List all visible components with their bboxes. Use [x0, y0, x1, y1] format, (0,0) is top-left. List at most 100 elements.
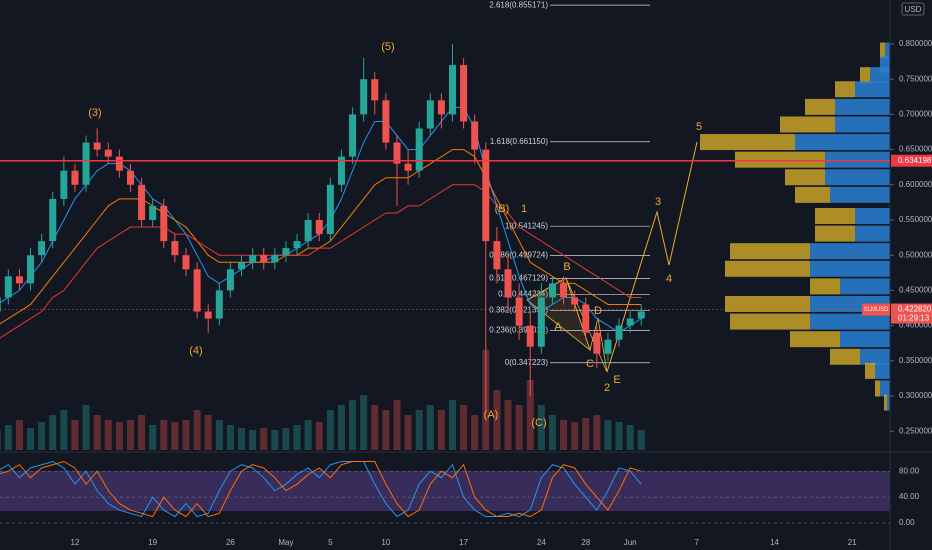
wave-label: 1 [521, 203, 527, 215]
volume-bar [304, 420, 312, 450]
candle-body [182, 255, 190, 270]
volume-bar [49, 415, 57, 450]
profile-up [835, 116, 890, 133]
candle-body [571, 297, 579, 305]
volume-bar [226, 425, 234, 450]
candle-body [604, 339, 612, 354]
profile-down [875, 380, 880, 397]
volume-bar [182, 420, 190, 450]
wave-label: D [594, 305, 602, 317]
annotations: (3) (4) (5) (A) (B) (C) 1 2 3 4 5 A B C D E [88, 41, 702, 429]
volume-bar [393, 400, 401, 450]
candle-body [382, 100, 390, 143]
y-tick-label: 0.650000 [899, 145, 932, 154]
fib-label: 0.618(0.467129) [489, 273, 548, 282]
profile-up [855, 81, 890, 98]
profile-down [815, 207, 855, 224]
x-tick-label: 24 [537, 538, 546, 547]
y-tick-label: 0.450000 [899, 286, 932, 295]
candle-body [582, 304, 590, 333]
volume-bar [604, 420, 612, 450]
oscillator-tick-label: 80.00 [899, 466, 920, 475]
volume-bar [471, 415, 479, 450]
candle-body [626, 318, 634, 326]
volume-bar [60, 410, 68, 450]
candle-body [282, 248, 290, 256]
candle-body [93, 142, 101, 150]
y-tick-label: 0.800000 [899, 39, 932, 48]
candle-body [0, 297, 1, 312]
candle-body [171, 241, 179, 256]
candle-body [560, 283, 568, 298]
moving-average [0, 184, 642, 339]
wave-label: (5) [381, 41, 394, 53]
volume-bar [215, 420, 223, 450]
candle-body [160, 205, 168, 242]
profile-up [840, 331, 890, 348]
volume-bar [382, 410, 390, 450]
profile-down [810, 278, 840, 295]
fib-label: 1(0.541245) [505, 221, 548, 230]
volume-profile [700, 42, 890, 411]
wave-label: (B) [495, 203, 510, 215]
candle-body [415, 128, 423, 171]
y-tick-label: 0.500000 [899, 250, 932, 259]
candle-body [238, 262, 246, 270]
volume-bar [27, 428, 35, 450]
candle-body [126, 170, 134, 185]
volume-bar [637, 430, 645, 450]
price-axis: 80.00 40.00 0.00 0.250000 0.300000 0.350000 0.… [71, 39, 932, 547]
volume-bar [404, 415, 412, 450]
candle-body [404, 163, 412, 171]
profile-down [725, 260, 810, 277]
volume-bar [537, 405, 545, 450]
volume-bar [515, 405, 523, 450]
volume-bar [415, 410, 423, 450]
profile-down [865, 362, 875, 379]
volume-bar [249, 430, 257, 450]
candle-body [593, 332, 601, 354]
price-tag-label: 0.422820 [898, 305, 932, 314]
wave-label: C [586, 358, 594, 370]
y-tick-label: 0.600000 [899, 180, 932, 189]
profile-up [855, 225, 890, 242]
volume-bar [337, 405, 345, 450]
profile-up [880, 56, 890, 73]
symbol-label: XLMUSD [863, 307, 889, 313]
candle-body [304, 220, 312, 242]
candle-body [27, 255, 35, 284]
volume-bar [204, 415, 212, 450]
profile-up [810, 260, 890, 277]
volume-bar [371, 405, 379, 450]
profile-down [790, 331, 840, 348]
wave-label: E [613, 374, 620, 386]
x-tick-label: 10 [381, 538, 390, 547]
oscillator-tick-label: 0.00 [899, 518, 915, 527]
profile-down [830, 348, 860, 365]
x-tick-label: 26 [226, 538, 235, 547]
wave-label: (4) [189, 345, 202, 357]
wave-label: B [563, 261, 570, 273]
x-tick-label: May [278, 538, 293, 547]
price-tag [891, 303, 932, 324]
x-tick-label: 19 [148, 538, 157, 547]
y-tick-label: 0.750000 [899, 74, 932, 83]
oscillator [0, 460, 890, 524]
candle-body [115, 156, 123, 171]
candle-body [260, 255, 268, 263]
wave-label: 5 [696, 121, 702, 133]
volume-bar [349, 400, 357, 450]
y-tick-label: 0.350000 [899, 356, 932, 365]
x-tick-label: Jun [624, 538, 637, 547]
volume-bar [460, 405, 468, 450]
candle-body [337, 156, 345, 185]
profile-up [810, 313, 890, 330]
volume-bar [571, 422, 579, 450]
volume-bar [615, 422, 623, 450]
oscillator-line [0, 460, 642, 518]
volume-bar [160, 420, 168, 450]
profile-down [805, 98, 835, 115]
volume-bar [171, 422, 179, 450]
profile-up [880, 380, 890, 397]
